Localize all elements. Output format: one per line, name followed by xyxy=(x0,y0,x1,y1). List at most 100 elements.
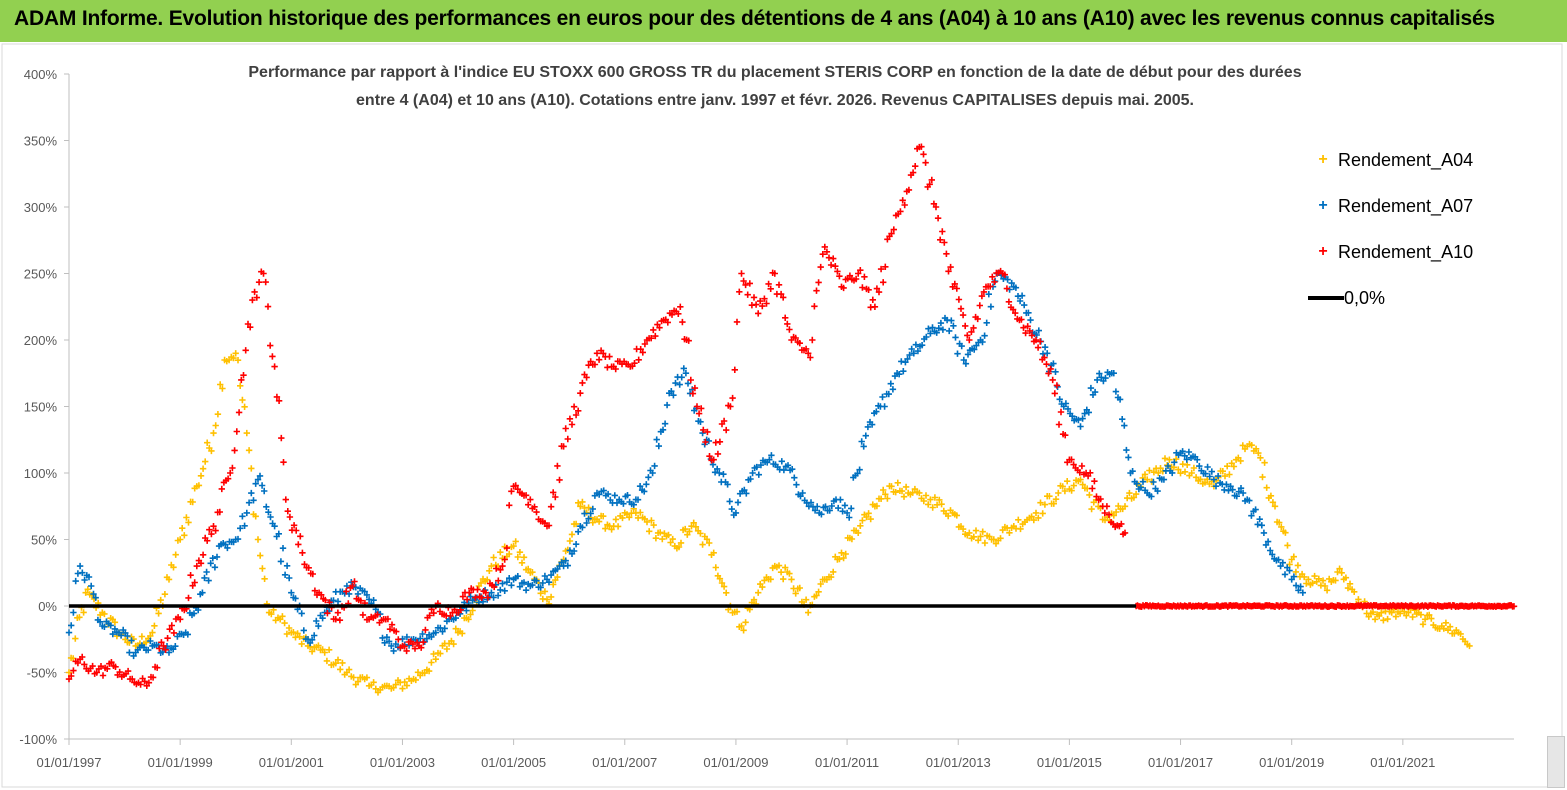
data-point xyxy=(759,302,766,310)
data-point xyxy=(1186,472,1193,479)
data-point xyxy=(953,512,960,519)
data-point xyxy=(606,522,613,530)
data-point xyxy=(552,493,559,501)
data-point xyxy=(1119,505,1126,513)
data-point xyxy=(746,280,753,287)
data-point xyxy=(705,437,712,445)
data-point xyxy=(1150,478,1157,486)
data-point xyxy=(1070,461,1077,468)
data-point xyxy=(585,515,592,522)
data-point xyxy=(777,290,785,298)
data-point xyxy=(716,438,724,445)
data-point xyxy=(676,381,683,388)
data-point xyxy=(1034,344,1042,351)
data-point xyxy=(579,524,586,531)
data-point xyxy=(811,507,819,514)
data-point xyxy=(677,303,684,310)
data-point xyxy=(1097,495,1104,503)
data-point xyxy=(954,350,961,357)
data-point xyxy=(330,615,337,623)
data-point xyxy=(503,544,511,552)
data-point xyxy=(1252,506,1259,513)
data-point xyxy=(1212,483,1220,490)
data-point xyxy=(1336,565,1343,572)
data-point xyxy=(711,469,719,476)
data-point xyxy=(273,393,281,401)
data-point xyxy=(1049,376,1056,384)
data-point xyxy=(1255,449,1262,457)
data-point xyxy=(1271,503,1279,510)
data-point xyxy=(1264,538,1272,545)
legend-marker-a04: + xyxy=(1318,151,1328,168)
data-point xyxy=(602,525,609,532)
data-point xyxy=(698,405,705,412)
data-point xyxy=(158,639,165,646)
series-rendement_a10_tail xyxy=(1132,602,1518,610)
data-point xyxy=(792,590,799,597)
data-point xyxy=(261,487,268,495)
data-point xyxy=(591,516,599,523)
data-point xyxy=(1295,587,1302,594)
data-point xyxy=(488,589,495,596)
data-point xyxy=(1233,493,1240,500)
data-point xyxy=(962,360,970,367)
data-point xyxy=(1384,615,1391,623)
data-point xyxy=(305,564,312,571)
y-tick-label: 350% xyxy=(24,134,58,149)
data-point xyxy=(334,609,342,616)
data-point xyxy=(205,577,212,584)
data-point xyxy=(684,531,691,538)
data-point xyxy=(420,639,427,646)
data-point xyxy=(516,583,524,590)
data-point xyxy=(157,596,164,604)
data-point xyxy=(807,354,814,361)
data-point xyxy=(823,248,831,255)
legend-item-zero: 0,0% xyxy=(1308,286,1385,310)
data-point xyxy=(714,465,721,473)
data-point xyxy=(1237,457,1244,465)
data-point xyxy=(267,513,274,521)
data-point xyxy=(955,296,963,303)
scrollbar-corner[interactable] xyxy=(1547,736,1565,788)
data-point xyxy=(869,501,876,508)
data-point xyxy=(428,659,435,666)
data-point xyxy=(491,583,498,591)
data-point xyxy=(537,584,544,591)
data-point xyxy=(231,447,238,454)
data-point xyxy=(109,630,116,638)
data-point xyxy=(363,616,371,623)
data-point xyxy=(974,315,981,323)
data-point xyxy=(648,517,655,524)
data-point xyxy=(243,509,250,517)
data-point xyxy=(768,452,775,459)
data-point xyxy=(290,522,298,529)
data-point xyxy=(385,683,393,690)
data-point xyxy=(385,638,393,645)
data-point xyxy=(791,474,798,481)
data-point xyxy=(990,536,997,543)
data-point xyxy=(1258,522,1265,529)
data-point xyxy=(742,281,749,289)
data-point xyxy=(1091,478,1098,485)
data-point xyxy=(890,226,897,233)
data-point xyxy=(959,525,967,533)
data-point xyxy=(208,447,215,455)
data-point xyxy=(928,176,935,184)
data-point xyxy=(506,550,513,558)
data-point xyxy=(195,606,202,614)
data-point xyxy=(1275,556,1282,563)
data-point xyxy=(183,514,190,521)
data-point xyxy=(474,586,481,593)
data-point xyxy=(90,590,97,598)
data-point xyxy=(724,481,731,488)
data-point xyxy=(926,181,933,188)
data-point xyxy=(981,332,988,339)
data-point xyxy=(1064,405,1072,413)
x-tick-label: 01/01/2005 xyxy=(481,755,546,770)
data-point xyxy=(265,509,272,516)
data-point xyxy=(830,568,837,576)
data-point xyxy=(281,619,288,627)
data-point xyxy=(1204,463,1211,471)
data-point xyxy=(250,497,257,504)
data-point xyxy=(912,163,919,170)
